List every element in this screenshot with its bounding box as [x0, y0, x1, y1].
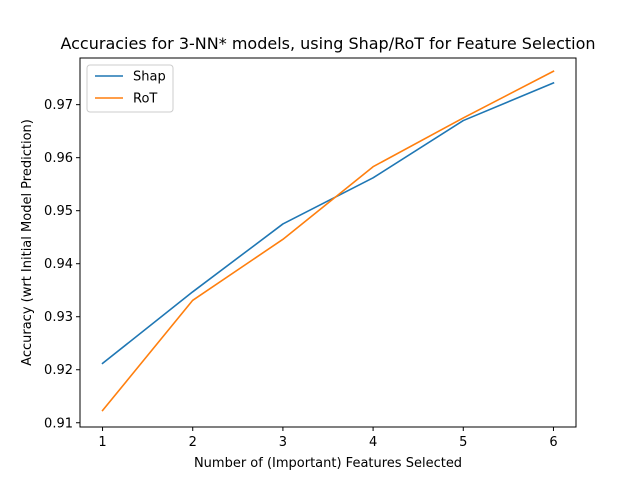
y-tick-label: 0.97	[44, 98, 73, 113]
y-axis: 0.91 0.92 0.93 0.94 0.95 0.96 0.97	[44, 98, 80, 431]
x-tick-label: 4	[369, 435, 377, 450]
x-axis-label: Number of (Important) Features Selected	[194, 456, 462, 471]
legend: Shap RoT	[86, 64, 174, 113]
y-tick-label: 0.91	[44, 416, 73, 431]
y-tick-label: 0.94	[44, 257, 73, 272]
series-line-rot	[101, 70, 555, 412]
x-tick-label: 6	[549, 435, 557, 450]
series-layer	[101, 70, 555, 412]
legend-label-rot: RoT	[133, 92, 157, 107]
y-tick-label: 0.92	[44, 363, 73, 378]
x-axis: 1 2 3 4 5 6	[98, 427, 558, 450]
x-tick-label: 2	[189, 435, 197, 450]
x-tick-label: 1	[98, 435, 106, 450]
x-tick-label: 3	[279, 435, 287, 450]
y-axis-label: Accuracy (wrt Initial Model Prediction)	[20, 119, 35, 366]
chart-title: Accuracies for 3-NN* models, using Shap/…	[60, 34, 595, 53]
plot-area	[79, 57, 577, 428]
series-line-shap	[101, 81, 555, 365]
y-tick-label: 0.95	[44, 204, 73, 219]
x-tick-label: 5	[459, 435, 467, 450]
y-tick-label: 0.96	[44, 151, 73, 166]
y-tick-label: 0.93	[44, 310, 73, 325]
legend-label-shap: Shap	[133, 70, 166, 85]
plot-frame	[79, 57, 577, 428]
